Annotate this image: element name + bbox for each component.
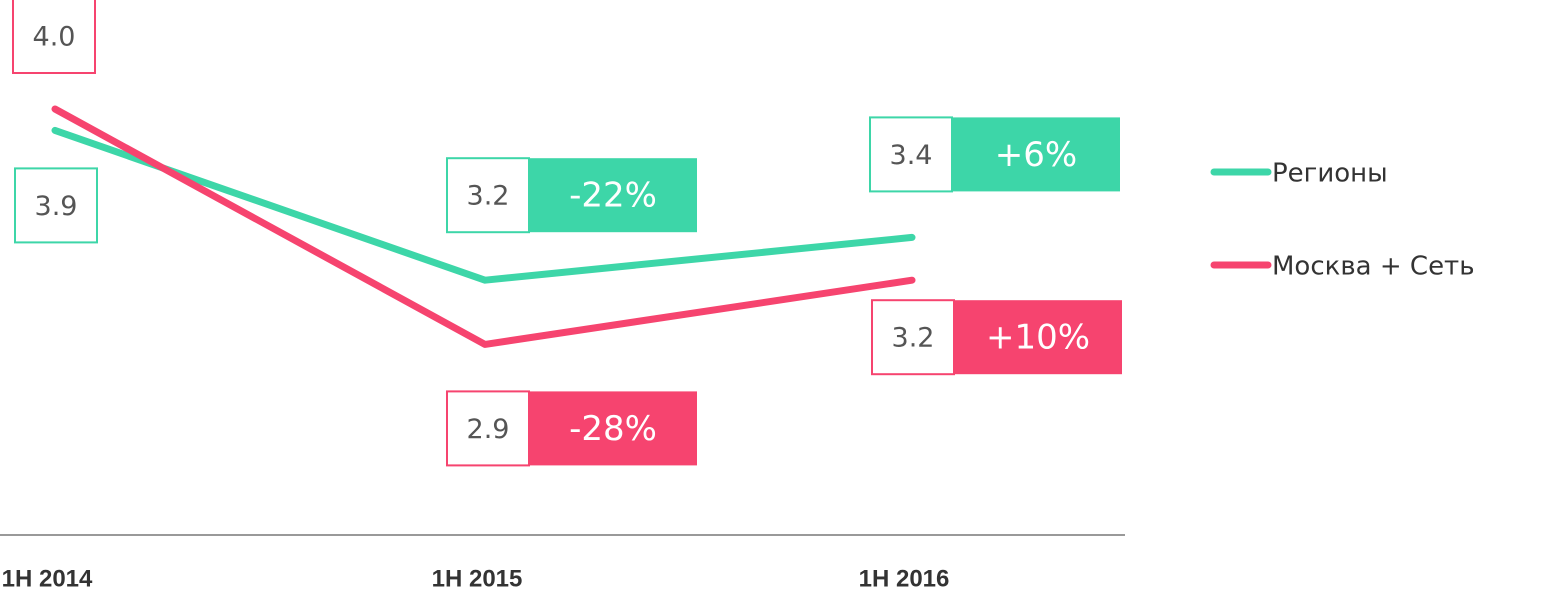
line bbox=[51, 126, 916, 284]
value-label: 3.2 bbox=[892, 323, 935, 354]
value-label: 4.0 bbox=[33, 22, 76, 53]
x-tick-label: 1H 2015 bbox=[432, 565, 523, 592]
x-tick-label: 1H 2016 bbox=[859, 565, 950, 592]
value-label: 2.9 bbox=[467, 414, 510, 445]
change-label: -22% bbox=[569, 176, 657, 216]
legend-label: Москва + Сеть bbox=[1272, 252, 1475, 282]
x-tick-label: 1H 2014 bbox=[2, 565, 93, 592]
change-box bbox=[954, 300, 1122, 375]
line bbox=[51, 105, 916, 348]
value-label-box bbox=[869, 116, 953, 193]
change-label: +10% bbox=[986, 318, 1090, 358]
value-label-box bbox=[14, 167, 98, 244]
value-label-box bbox=[12, 0, 96, 74]
change-label: -28% bbox=[569, 409, 657, 449]
legend-label: Регионы bbox=[1272, 159, 1388, 189]
change-box bbox=[952, 117, 1120, 192]
change-box bbox=[529, 391, 697, 466]
change-label: +6% bbox=[995, 135, 1077, 175]
change-box bbox=[529, 158, 697, 233]
value-label: 3.4 bbox=[890, 140, 933, 171]
value-label: 3.2 bbox=[467, 181, 510, 212]
value-label: 3.9 bbox=[35, 191, 78, 222]
value-label-box bbox=[446, 157, 530, 234]
